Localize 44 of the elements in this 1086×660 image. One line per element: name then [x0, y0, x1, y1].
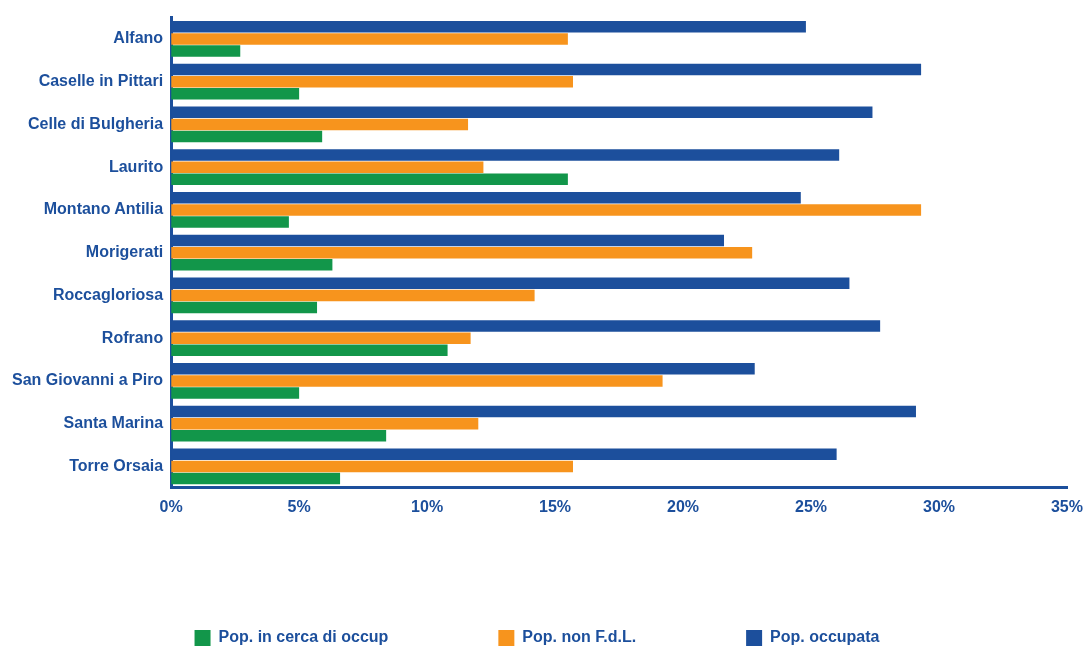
x-tick-label: 20% [667, 497, 700, 515]
bar [171, 387, 300, 399]
y-tick-label: Morigerati [85, 243, 164, 261]
legend-label: Pop. in cerca di occup [218, 628, 389, 646]
bar [171, 45, 241, 57]
bar [171, 161, 484, 173]
y-tick-label: Alfano [113, 29, 164, 47]
bar [171, 430, 387, 442]
bar [171, 216, 289, 228]
bar [171, 289, 535, 302]
legend-label: Pop. occupata [770, 628, 880, 646]
bar [171, 332, 471, 344]
bar [171, 118, 469, 131]
y-tick-label: Caselle in Pittari [38, 72, 164, 90]
bar [171, 460, 573, 473]
x-tick-label: 15% [539, 497, 572, 515]
bar [171, 344, 448, 357]
y-tick-label: Torre Orsaia [69, 456, 164, 474]
y-tick-label: Roccagloriosa [52, 285, 164, 303]
y-tick-label: Laurito [108, 157, 164, 175]
bar [171, 204, 922, 216]
legend-label: Pop. non F.d.L. [522, 628, 637, 646]
bar [171, 88, 300, 100]
bar [171, 301, 318, 314]
bar [171, 246, 753, 259]
x-tick-label: 5% [287, 497, 311, 515]
y-tick-label: San Giovanni a Piro [11, 371, 164, 389]
y-tick-label: Santa Marina [63, 414, 164, 432]
bar [171, 259, 333, 271]
x-tick-label: 10% [411, 497, 444, 515]
x-tick-label: 35% [1050, 497, 1083, 515]
x-tick-label: 25% [795, 497, 828, 515]
bar [171, 417, 479, 430]
y-tick-label: Rofrano [101, 328, 164, 346]
bar [171, 75, 573, 88]
bar [171, 472, 341, 485]
bar [171, 33, 568, 45]
x-tick-label: 30% [923, 497, 956, 515]
y-tick-label: Celle di Bulgheria [28, 114, 164, 132]
x-tick-label: 0% [159, 497, 183, 515]
bar [171, 130, 323, 143]
bar [171, 173, 568, 186]
bar [171, 375, 663, 387]
y-tick-label: Montano Antilia [43, 200, 164, 218]
